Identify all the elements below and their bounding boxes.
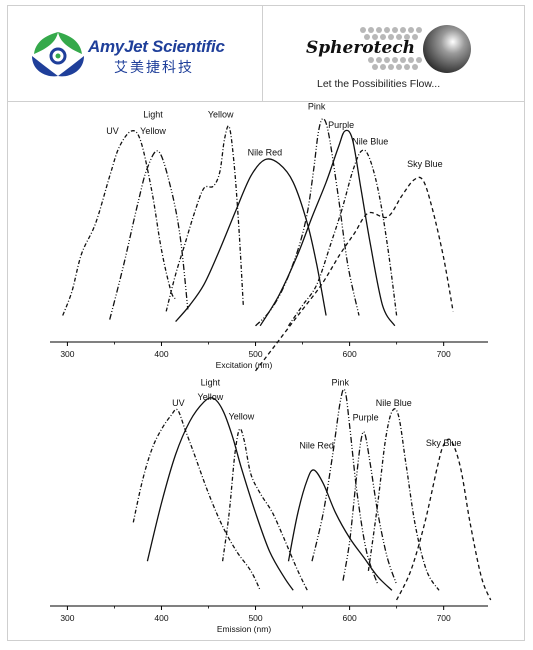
- emission-series-sky-blue: [396, 438, 492, 601]
- emission-series-label: Nile Blue: [376, 398, 412, 408]
- spherotech-brand-name: Spherotech: [306, 38, 416, 58]
- emission-series-nile-blue: [367, 408, 440, 591]
- emission-series-label: Purple: [353, 413, 379, 423]
- excitation-series-label: Sky Blue: [407, 159, 443, 169]
- excitation-series-label: Yellow: [208, 110, 234, 120]
- emission-series-label: Pink: [331, 378, 349, 388]
- emission-tick-label: 700: [437, 613, 451, 623]
- excitation-tick-label: 700: [437, 349, 451, 359]
- emission-series-nile-red: [287, 469, 393, 591]
- emission-series-label: Nile Red: [299, 441, 334, 451]
- logo-header: [7, 5, 525, 102]
- excitation-series-nile-blue: [287, 149, 398, 327]
- excitation-series-label: Yellow: [140, 126, 166, 136]
- excitation-series-uv: [62, 130, 177, 316]
- emission-series-label: Light: [201, 378, 221, 388]
- excitation-series-label: Nile Blue: [352, 136, 388, 146]
- spherotech-tagline: Let the Possibilities Flow...: [317, 78, 441, 90]
- emission-panel: 300 400 500 600 700 Emission (nm) UV Light Yello…: [50, 378, 492, 634]
- excitation-panel: 300 400 500 600 700 Excitation (nm) UV Light Yel…: [50, 101, 488, 372]
- amyjet-brand-name-cn: 艾美捷科技: [114, 59, 194, 75]
- excitation-series-label: Nile Red: [248, 148, 283, 158]
- excitation-series-purple: [259, 129, 396, 327]
- excitation-series-sky-blue: [254, 176, 454, 372]
- figure-frame: [7, 5, 525, 641]
- emission-tick-label: 300: [60, 613, 74, 623]
- excitation-series-yellow: [165, 125, 244, 312]
- amyjet-brand-name: AmyJet Scientific: [88, 37, 225, 56]
- header-divider: [262, 5, 263, 102]
- emission-series-purple: [342, 431, 398, 585]
- emission-tick-label: 500: [248, 613, 262, 623]
- excitation-tick-label: 600: [343, 349, 357, 359]
- emission-tick-label: 600: [343, 613, 357, 623]
- excitation-tick-label: 500: [248, 349, 262, 359]
- excitation-x-axis-label: Excitation (nm): [216, 360, 273, 370]
- emission-series-label: Yellow: [198, 392, 224, 402]
- emission-x-axis-label: Emission (nm): [217, 624, 271, 634]
- emission-series-label: UV: [172, 398, 185, 408]
- emission-series-label: Sky Blue: [426, 438, 462, 448]
- emission-series-pink: [311, 388, 379, 585]
- excitation-tick-label: 300: [60, 349, 74, 359]
- emission-series-light-yellow: [146, 397, 294, 591]
- excitation-series-label: Purple: [328, 120, 354, 130]
- emission-tick-label: 400: [154, 613, 168, 623]
- excitation-tick-label: 400: [154, 349, 168, 359]
- excitation-series-label: Light: [143, 110, 163, 120]
- emission-series-label: Yellow: [229, 412, 255, 422]
- excitation-series-label: UV: [106, 126, 119, 136]
- excitation-series-light-yellow: [109, 150, 189, 320]
- excitation-series-label: Pink: [308, 101, 326, 111]
- emission-series-yellow: [221, 428, 308, 591]
- emission-series-uv: [132, 408, 261, 591]
